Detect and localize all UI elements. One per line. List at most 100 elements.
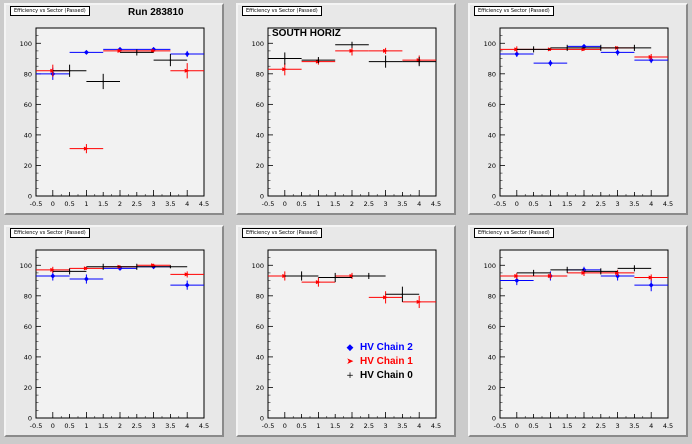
chain2-point — [184, 51, 190, 57]
chain1-point — [514, 273, 520, 278]
x-tick-label: 0.5 — [528, 422, 538, 430]
x-tick-label: 3 — [152, 422, 156, 430]
chain1-point — [547, 47, 553, 52]
x-tick-label: 4 — [185, 422, 189, 430]
y-tick-label: 20 — [24, 384, 32, 392]
plot-frame — [499, 27, 669, 197]
x-tick-label: 2.5 — [364, 200, 374, 208]
x-tick-label: 0 — [51, 200, 55, 208]
x-tick-label: 2.5 — [364, 422, 374, 430]
x-tick-label: 0 — [51, 422, 55, 430]
y-tick-label: 40 — [488, 353, 496, 361]
pad-bottom-middle[interactable]: Efficiency vs Sector (Passed) -0.5 0 0.5 1 1… — [236, 225, 456, 437]
x-tick-label: 4 — [417, 422, 421, 430]
y-tick-label: 0 — [492, 193, 496, 201]
chain0-point — [633, 267, 636, 270]
x-tick-label: 3 — [384, 200, 388, 208]
y-tick-label: 80 — [24, 292, 32, 300]
chain2-point — [615, 49, 621, 55]
x-tick-label: 3.5 — [629, 422, 639, 430]
y-tick-label: 20 — [488, 162, 496, 170]
x-tick-label: 1 — [548, 200, 552, 208]
chain1-point — [648, 55, 654, 60]
chain0-point — [566, 269, 568, 271]
y-tick-label: 0 — [260, 193, 264, 201]
x-tick-label: 1.5 — [98, 200, 108, 208]
chain0-point — [284, 57, 286, 60]
x-tick-label: 0.5 — [64, 422, 74, 430]
chain1-point — [416, 299, 422, 304]
chain2-point — [514, 278, 520, 284]
chain1-point — [615, 270, 621, 275]
chain1-point — [315, 280, 321, 285]
x-tick-label: 2.5 — [132, 200, 142, 208]
pad-top-middle[interactable]: Efficiency vs Sector (Passed) -0.5 0 0.5 1 1… — [236, 3, 456, 215]
x-tick-label: -0.5 — [30, 422, 43, 430]
chain1-point — [547, 273, 553, 278]
chain1-point — [184, 68, 190, 73]
pad-bottom-right[interactable]: Efficiency vs Sector (Passed) -0.5 0 0.5 1 1… — [468, 225, 688, 437]
x-tick-label: 4.5 — [663, 422, 673, 430]
chain1-point — [282, 273, 288, 278]
chain0-point — [102, 266, 104, 268]
y-tick-label: 0 — [28, 193, 32, 201]
y-tick-label: 40 — [24, 131, 32, 139]
legend-entry-chain2: ◆ HV Chain 2 — [343, 341, 413, 355]
chain2-point — [184, 282, 190, 288]
chain0-point — [532, 48, 535, 51]
chain1-point — [648, 275, 654, 280]
chain1-point — [151, 263, 157, 268]
x-tick-label: 1 — [84, 200, 88, 208]
x-tick-label: 4 — [649, 200, 653, 208]
x-tick-label: 4.5 — [431, 200, 441, 208]
pad-title: Efficiency vs Sector (Passed) — [10, 6, 90, 16]
pad-bottom-left[interactable]: Efficiency vs Sector (Passed) -0.5 0 0.5 1 1… — [4, 225, 224, 437]
plot-frame — [35, 249, 205, 419]
x-tick-label: 2 — [350, 200, 354, 208]
legend-label: HV Chain 0 — [360, 370, 413, 381]
x-tick-label: 0 — [515, 200, 519, 208]
chain0-point — [384, 60, 387, 63]
chain0-point — [600, 270, 602, 273]
x-tick-label: 4.5 — [663, 200, 673, 208]
chain2-point — [547, 60, 553, 66]
x-tick-label: 1.5 — [562, 422, 572, 430]
chain0-point — [351, 44, 353, 46]
y-tick-label: 60 — [488, 323, 496, 331]
x-tick-label: 3.5 — [165, 422, 175, 430]
x-tick-label: 4 — [417, 200, 421, 208]
x-tick-label: 0.5 — [296, 200, 306, 208]
chain0-point — [566, 47, 568, 49]
y-tick-label: 20 — [488, 384, 496, 392]
chain0-point — [317, 59, 320, 61]
arrow-marker-icon: ➤ — [346, 357, 354, 367]
chain0-point — [68, 69, 71, 72]
y-tick-label: 0 — [260, 415, 264, 423]
x-tick-label: 4.5 — [199, 422, 209, 430]
x-tick-label: 3.5 — [629, 200, 639, 208]
chain1-point — [151, 48, 157, 53]
y-tick-label: 100 — [20, 40, 32, 48]
diamond-marker-icon: ◆ — [346, 343, 354, 353]
x-tick-label: -0.5 — [494, 200, 507, 208]
x-tick-label: 2 — [582, 422, 586, 430]
x-tick-label: 2.5 — [596, 422, 606, 430]
pad-top-right[interactable]: Efficiency vs Sector (Passed) -0.5 0 0.5 1 1… — [468, 3, 688, 215]
y-tick-label: 80 — [488, 292, 496, 300]
chain0-point — [368, 275, 370, 277]
x-tick-label: 3 — [616, 422, 620, 430]
chain0-point — [418, 60, 420, 63]
chain1-point — [83, 266, 89, 271]
chain1-point — [83, 146, 89, 151]
x-tick-label: 3 — [152, 200, 156, 208]
y-tick-label: 80 — [24, 70, 32, 78]
pad-top-left[interactable]: Efficiency vs Sector (Passed) -0.5 0 0.5 1 1… — [4, 3, 224, 215]
x-tick-label: 1 — [316, 422, 320, 430]
x-tick-label: -0.5 — [494, 422, 507, 430]
legend-label: HV Chain 1 — [360, 356, 413, 367]
pad-title: Efficiency vs Sector (Passed) — [474, 6, 554, 16]
chain1-point — [383, 295, 389, 300]
